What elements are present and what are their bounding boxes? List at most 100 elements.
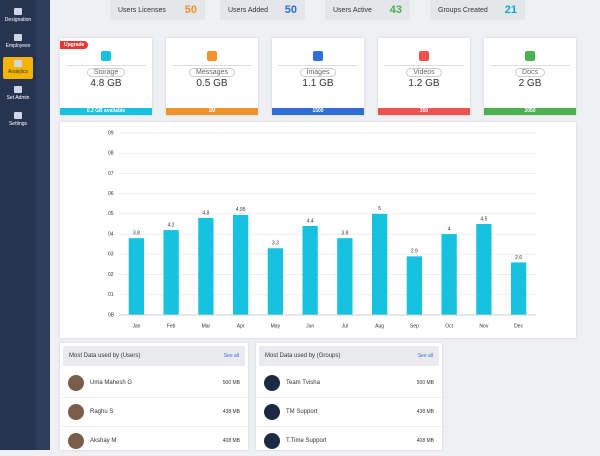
- y-tick-label: 09: [108, 130, 114, 136]
- row-size: 438 MB: [416, 409, 434, 415]
- x-tick-label: Jul: [342, 323, 348, 329]
- storage-card: Storage 4.8 GB 0.2 GB available: [60, 38, 152, 115]
- avatar: [264, 404, 280, 420]
- storage-icon: [101, 51, 111, 61]
- label-pill: Messages: [172, 65, 252, 77]
- panel-title: Most Data used by (Users): [69, 353, 141, 359]
- storage-icon: [207, 51, 217, 61]
- stat-value: 43: [389, 4, 402, 16]
- menu-label: Employees: [5, 43, 31, 49]
- x-tick-label: Aug: [375, 323, 384, 329]
- data-label: 2.6: [515, 255, 522, 261]
- storage-card: Docs 2 GB 2050: [484, 38, 576, 115]
- see-all-link[interactable]: See all: [223, 353, 239, 359]
- stat-value: 50: [284, 4, 297, 16]
- bar: [337, 238, 353, 315]
- list-row[interactable]: Akshay M 408 MB: [60, 427, 248, 456]
- data-label: 3.8: [133, 230, 140, 236]
- storage-label: Images: [299, 68, 337, 77]
- y-tick-label: 04: [108, 231, 114, 237]
- row-size: 500 MB: [222, 380, 240, 386]
- row-name: Team Tvisha: [286, 380, 320, 386]
- row-size: 408 MB: [416, 438, 434, 444]
- list-row[interactable]: T.Time Support 408 MB: [256, 427, 442, 456]
- storage-label: Docs: [515, 68, 545, 77]
- see-all-link[interactable]: See all: [417, 353, 433, 359]
- row-size: 408 MB: [222, 438, 240, 444]
- menu-label: Settings: [8, 121, 28, 127]
- y-tick-label: 05: [108, 211, 114, 217]
- sidebar-edge: [36, 0, 50, 450]
- menu-item[interactable]: Analytics: [3, 57, 33, 79]
- storage-label: Videos: [406, 68, 442, 77]
- storage-footer: 0.2 GB available: [60, 108, 152, 115]
- bar: [510, 262, 527, 315]
- data-label: 4.4: [307, 218, 314, 224]
- data-label: 2.9: [411, 249, 418, 255]
- data-label: 3.8: [341, 230, 348, 236]
- storage-footer: 1M: [166, 108, 258, 115]
- storage-icon: [313, 51, 323, 61]
- menu-icon: [14, 8, 22, 15]
- bar: [267, 248, 284, 315]
- menu-icon: [14, 86, 22, 93]
- row-size: 438 MB: [222, 409, 240, 415]
- x-tick-label: Sep: [410, 323, 419, 329]
- menu-label: Set Admin: [6, 95, 30, 101]
- label-pill: Videos: [384, 65, 464, 77]
- data-label: 4: [448, 226, 451, 232]
- menu-item[interactable]: Designation: [3, 5, 33, 27]
- users-panel: Most Data used by (Users) See all Uma Mahe…: [60, 343, 248, 456]
- bar: [128, 238, 145, 315]
- avatar: [264, 375, 280, 391]
- data-label: 4.2: [168, 222, 175, 228]
- label-pill: Docs: [490, 65, 570, 77]
- panel-header: Most Data used by (Groups) See all: [259, 346, 439, 366]
- bar: [476, 224, 492, 315]
- list-row[interactable]: Uma Mahesh G 500 MB: [60, 369, 248, 398]
- stat-card: Users Added 50: [220, 0, 305, 20]
- x-tick-label: Mar: [202, 323, 211, 329]
- bar: [232, 214, 249, 315]
- storage-icon: [525, 51, 535, 61]
- bar: [302, 226, 318, 315]
- groups-panel: Most Data used by (Groups) See all Team Tv…: [256, 343, 442, 456]
- y-tick-label: 01: [108, 292, 114, 298]
- y-tick-label: 0B: [108, 312, 115, 318]
- sidebar: Designation Employees Analytics Set Admin Se…: [0, 0, 36, 450]
- x-tick-label: Jan: [132, 323, 140, 329]
- avatar: [264, 433, 280, 449]
- data-label: 5: [378, 206, 381, 212]
- list-row[interactable]: TM Support 438 MB: [256, 398, 442, 427]
- bar: [406, 256, 423, 315]
- storage-card: Images 1.1 GB 1500: [272, 38, 364, 115]
- stat-value: 21: [504, 4, 517, 16]
- row-name: T.Time Support: [286, 438, 327, 444]
- list-row[interactable]: Team Tvisha 500 MB: [256, 369, 442, 398]
- x-tick-label: Apr: [237, 323, 245, 329]
- chart: 0B 01 02 03 04 05 06 07 08 09 Jan 3.8 Feb 4.2 Mar 4.8 Ap…: [108, 130, 536, 329]
- avatar: [68, 375, 84, 391]
- avatar: [68, 404, 84, 420]
- bar: [163, 230, 179, 315]
- menu-item[interactable]: Set Admin: [3, 83, 33, 105]
- row-name: Akshay M: [90, 438, 117, 444]
- bar: [198, 217, 214, 315]
- storage-card: Videos 1.2 GB 350: [378, 38, 470, 115]
- data-label: 3.3: [272, 241, 279, 247]
- x-tick-label: Dec: [514, 323, 523, 329]
- menu-item[interactable]: Settings: [3, 109, 33, 131]
- y-tick-label: 02: [108, 272, 114, 278]
- storage-label: Messages: [189, 68, 235, 77]
- menu-item[interactable]: Employees: [3, 31, 33, 53]
- bar: [441, 234, 457, 315]
- list-row[interactable]: Raghu S 438 MB: [60, 398, 248, 427]
- panel-header: Most Data used by (Users) See all: [63, 346, 245, 366]
- upgrade-badge[interactable]: Upgrade: [60, 41, 89, 49]
- menu-icon: [14, 112, 22, 119]
- data-label: 4.5: [480, 216, 487, 222]
- stat-label: Users Active: [333, 6, 372, 14]
- storage-footer: 1500: [272, 108, 364, 115]
- menu-icon: [14, 34, 22, 41]
- bar: [371, 213, 388, 315]
